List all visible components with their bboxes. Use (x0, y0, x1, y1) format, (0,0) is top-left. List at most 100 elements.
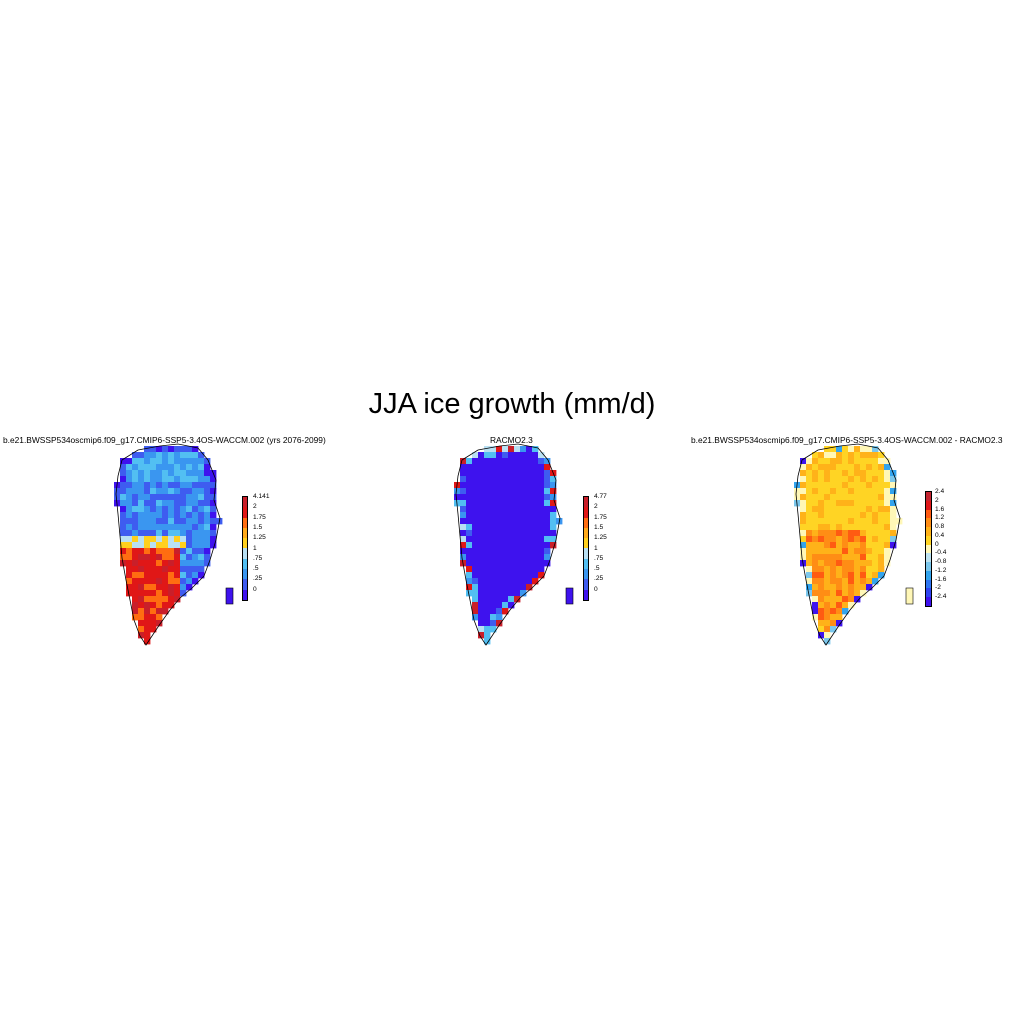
grid-cell (460, 518, 467, 525)
grid-cell (144, 470, 151, 477)
colorbar-swatch (243, 507, 247, 518)
grid-cell (132, 614, 139, 621)
grid-cell (532, 536, 539, 543)
grid-cell (150, 584, 157, 591)
grid-cell (126, 470, 133, 477)
grid-cell (502, 482, 509, 489)
colorbar-tick-label: .75 (594, 554, 604, 562)
grid-cell (150, 590, 157, 597)
grid-cell (878, 530, 885, 537)
grid-cell (836, 512, 843, 519)
grid-cell (842, 458, 849, 465)
grid-cell (812, 536, 819, 543)
grid-cell (192, 464, 199, 471)
grid-cell (192, 446, 199, 453)
grid-cell (526, 512, 533, 519)
grid-cell (144, 458, 151, 465)
grid-cell (186, 566, 193, 573)
grid-cell (860, 560, 867, 567)
grid-cell (872, 542, 879, 549)
grid-cell (466, 488, 473, 495)
grid-cell (508, 548, 515, 555)
grid-cell (514, 494, 521, 501)
grid-cell (484, 578, 491, 585)
grid-cell (156, 470, 163, 477)
grid-cell (526, 476, 533, 483)
grid-cell (860, 506, 867, 513)
greenland-map-racmo (454, 443, 574, 646)
grid-cell (478, 548, 485, 555)
grid-cell (180, 524, 187, 531)
grid-cell (854, 464, 861, 471)
grid-cell (848, 530, 855, 537)
grid-cell (478, 530, 485, 537)
grid-cell (854, 566, 861, 573)
grid-cell (138, 614, 145, 621)
grid-cell (156, 446, 163, 453)
grid-cell (180, 590, 187, 597)
colorbar-tick-label: 1.5 (253, 523, 263, 531)
grid-cell (508, 536, 515, 543)
grid-cell (508, 572, 515, 579)
grid-cell (126, 560, 133, 567)
grid-cell (800, 470, 807, 477)
grid-cell (508, 488, 515, 495)
grid-cell (490, 626, 497, 633)
grid-cell (538, 476, 545, 483)
grid-cell (210, 530, 217, 537)
grid-cell (824, 506, 831, 513)
grid-cell (150, 596, 157, 603)
grid-cell (812, 542, 819, 549)
grid-cell (830, 476, 837, 483)
grid-cell (454, 494, 461, 501)
grid-cell (478, 488, 485, 495)
grid-cell (174, 452, 181, 459)
grid-cell (144, 626, 151, 633)
grid-cell (478, 452, 485, 459)
grid-cell (520, 482, 527, 489)
grid-cell (180, 476, 187, 483)
grid-cell (478, 560, 485, 567)
grid-cell (210, 506, 217, 513)
colorbar-model (242, 496, 248, 601)
grid-cell (866, 578, 873, 585)
grid-cell (866, 488, 873, 495)
grid-cell (466, 578, 473, 585)
grid-cell (520, 524, 527, 531)
grid-cell (174, 566, 181, 573)
grid-cell (526, 500, 533, 507)
grid-cell (156, 512, 163, 519)
grid-cell (794, 488, 801, 495)
grid-cell (526, 536, 533, 543)
grid-cell (192, 566, 199, 573)
grid-cell (484, 590, 491, 597)
grid-cell (210, 524, 217, 531)
grid-cell (544, 488, 551, 495)
colorbar-tick-label: .5 (253, 565, 259, 573)
grid-cell (210, 542, 217, 549)
grid-cell (818, 470, 825, 477)
grid-cell (860, 578, 867, 585)
grid-cell (824, 554, 831, 561)
grid-cell (854, 542, 861, 549)
colorbar-tick-label: -2.4 (935, 593, 947, 601)
coastline (455, 443, 561, 646)
grid-cell (508, 500, 515, 507)
grid-cell (180, 470, 187, 477)
grid-cell (466, 542, 473, 549)
grid-cell (150, 536, 157, 543)
grid-cell (162, 590, 169, 597)
grid-cell (514, 446, 521, 453)
grid-cell (550, 494, 557, 501)
grid-cell (550, 542, 557, 549)
grid-cell (890, 500, 897, 507)
grid-cell (526, 494, 533, 501)
grid-cell (508, 452, 515, 459)
grid-cell (866, 566, 873, 573)
grid-cell (126, 524, 133, 531)
grid-cell (818, 584, 825, 591)
grid-cell (204, 518, 211, 525)
grid-cell (526, 470, 533, 477)
grid-cell (472, 572, 479, 579)
grid-cell (484, 512, 491, 519)
